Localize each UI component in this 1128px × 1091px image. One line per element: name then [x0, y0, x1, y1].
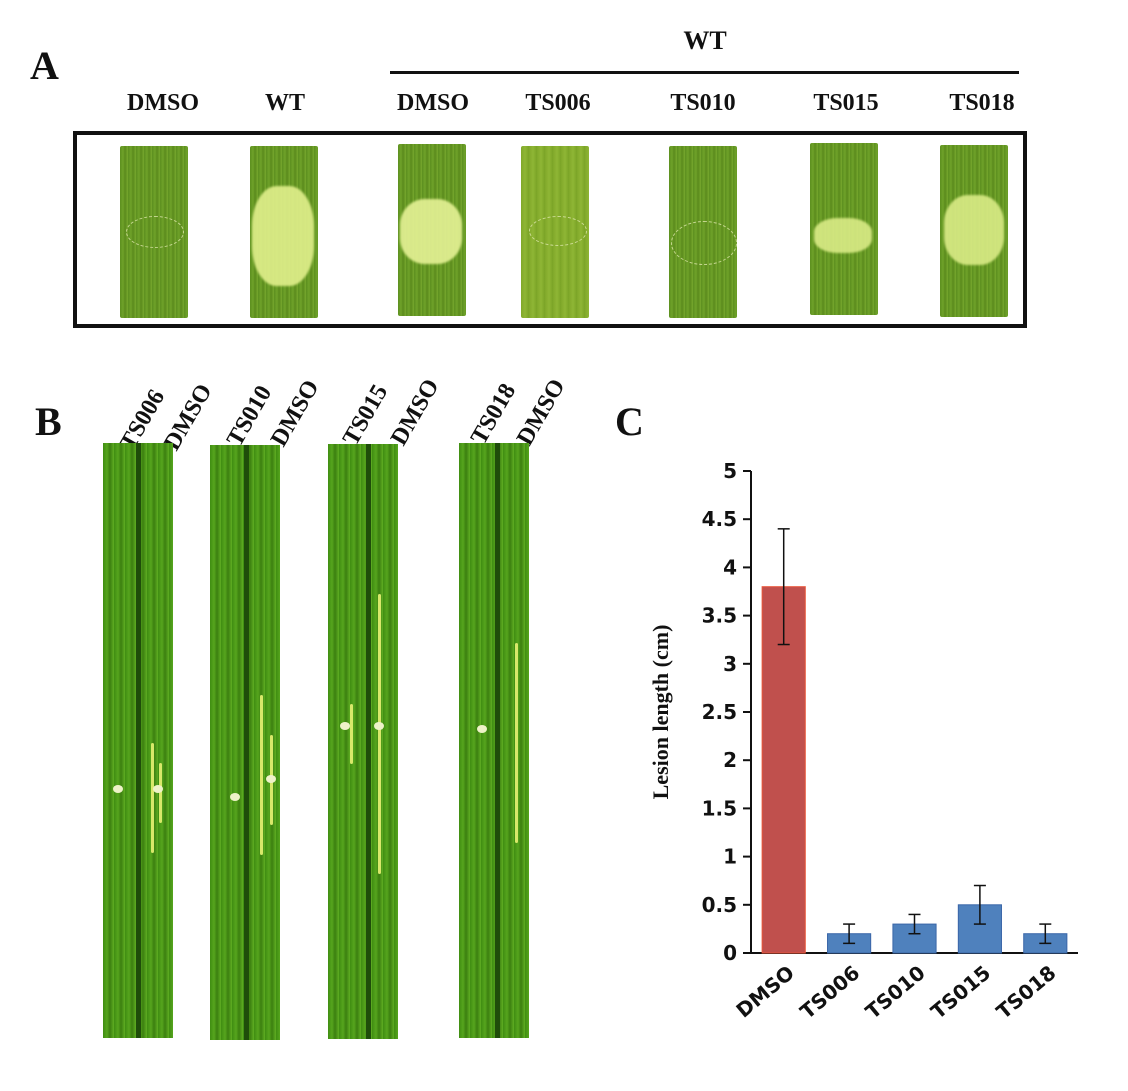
leaf-label: DMSO: [386, 374, 445, 450]
panel-a-frame: [73, 131, 1027, 328]
panel-c-letter: C: [615, 399, 644, 444]
lesion: [814, 218, 872, 253]
inoculation-spot: [374, 722, 384, 730]
y-tick-label: 0.5: [702, 893, 737, 917]
y-tick-label: 4.5: [702, 507, 737, 531]
header-ts010: TS010: [670, 90, 736, 116]
leaf-image: [669, 146, 737, 318]
leaf-strip: [210, 445, 280, 1040]
leaf-label: DMSO: [512, 374, 571, 450]
inoculation-spot: [153, 785, 163, 793]
leaf-midrib: [136, 443, 141, 1038]
lesion-streak: [151, 743, 154, 853]
lesion-streak: [350, 704, 353, 764]
lesion-streak: [378, 594, 381, 874]
y-tick-label: 3: [723, 652, 737, 676]
lesion: [252, 186, 314, 286]
inoculation-spot: [340, 722, 350, 730]
leaf-image: [120, 146, 188, 318]
x-tick-label: DMSO: [731, 960, 798, 1022]
y-tick-label: 4: [723, 555, 737, 579]
y-tick-label: 0: [723, 941, 737, 965]
lesion-streak: [260, 695, 263, 855]
leaf-label: TS018: [466, 379, 522, 449]
bar-dmso: [761, 586, 806, 954]
y-tick-label: 5: [723, 459, 737, 483]
lesion-ring: [529, 216, 587, 246]
leaf-image: [940, 145, 1008, 317]
leaf-strip: [459, 443, 529, 1038]
leaf-midrib: [495, 443, 500, 1038]
header-ts006: TS006: [525, 90, 591, 116]
leaf-strip: [328, 444, 398, 1039]
leaf-image: [398, 144, 466, 316]
leaf-label: TS010: [222, 381, 278, 451]
lesion-ring: [671, 221, 737, 265]
lesion: [944, 195, 1004, 265]
x-tick-label: TS006: [795, 960, 864, 1023]
leaf-midrib: [366, 444, 371, 1039]
header-ts018: TS018: [949, 90, 1015, 116]
panel-a-letter: A: [30, 43, 59, 88]
leaf-image: [810, 143, 878, 315]
lesion-length-chart: 0 0.5 1 1.5 2 2.5 3 3.5 4 4.5 5 Lesion length (cm) D…: [648, 459, 1078, 1024]
lesion-streak: [515, 643, 518, 843]
header-dmso-control: DMSO: [127, 90, 199, 116]
lesion-ring: [126, 216, 184, 248]
lesion: [400, 199, 462, 264]
leaf-label: DMSO: [266, 375, 325, 451]
leaf-image: [521, 146, 589, 318]
leaf-image: [250, 146, 318, 318]
header-wt: WT: [264, 90, 306, 116]
inoculation-spot: [477, 725, 487, 733]
wt-group-label: WT: [683, 26, 727, 55]
inoculation-spot: [230, 793, 240, 801]
leaf-midrib: [244, 445, 249, 1040]
y-axis-title: Lesion length (cm): [648, 625, 673, 800]
y-tick-label: 2.5: [702, 700, 737, 724]
leaf-strip: [103, 443, 173, 1038]
y-tick-label: 1.5: [702, 796, 737, 820]
y-tick-label: 3.5: [702, 604, 737, 628]
header-ts015: TS015: [813, 90, 879, 116]
inoculation-spot: [113, 785, 123, 793]
leaf-label: TS015: [338, 380, 394, 450]
lesion-streak: [159, 763, 162, 823]
y-tick-label: 1: [723, 845, 737, 869]
wt-group-line: [390, 71, 1019, 74]
header-wt-dmso: DMSO: [397, 90, 469, 116]
panel-b-letter: B: [35, 399, 62, 444]
x-tick-label: TS018: [992, 960, 1061, 1023]
inoculation-spot: [266, 775, 276, 783]
x-tick-label: TS015: [926, 960, 995, 1023]
x-tick-label: TS010: [861, 960, 930, 1023]
y-tick-label: 2: [723, 748, 737, 772]
